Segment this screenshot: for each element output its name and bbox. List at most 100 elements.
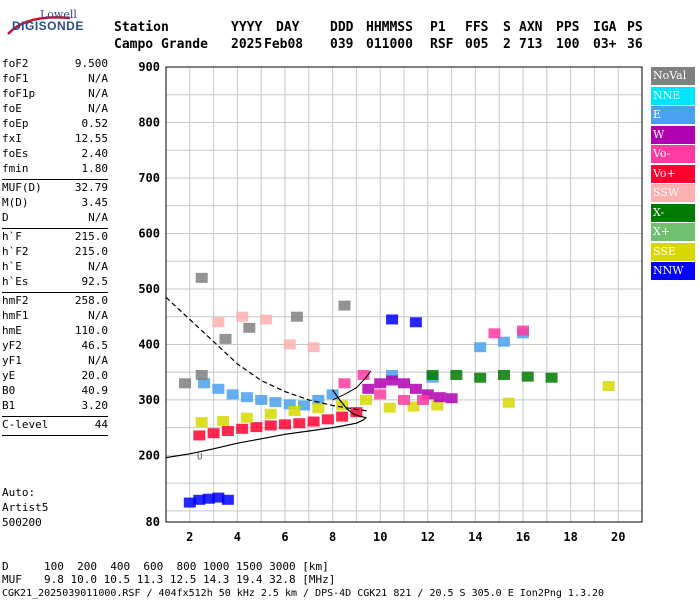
footer-muf-row: MUF 9.8 10.0 10.5 11.3 12.5 14.3 19.4 32.… — [2, 573, 335, 586]
logo-swoosh-icon — [7, 16, 71, 35]
x-tick-label: 10 — [373, 530, 387, 544]
param-label: h`Es — [2, 275, 29, 288]
param-label: yF2 — [2, 339, 22, 352]
param-value: N/A — [88, 72, 108, 85]
param-label: MUF(D) — [2, 181, 42, 194]
param-label: yF1 — [2, 354, 22, 367]
header-label: DAY — [276, 20, 300, 35]
echo-point — [338, 378, 351, 389]
echo-point — [195, 369, 208, 380]
param-value: 110.0 — [74, 324, 108, 337]
header-value: 2 — [503, 37, 511, 52]
header-value: RSF — [430, 37, 454, 52]
param-row: yE 20.0 — [2, 368, 108, 383]
echo-point — [236, 311, 249, 322]
x-tick-label: 8 — [329, 530, 336, 544]
legend-entry: E — [651, 106, 695, 124]
y-tick-label: 500 — [138, 282, 160, 296]
echo-point — [283, 339, 296, 350]
echo-point — [312, 394, 325, 405]
profile-curves — [165, 296, 372, 459]
x-tick-label: 2 — [186, 530, 193, 544]
y-tick-label: 80 — [146, 515, 160, 529]
y-tick-label: 400 — [138, 337, 160, 351]
y-tick-label: 300 — [138, 393, 160, 407]
echo-point — [212, 383, 225, 394]
footer-distance-row: D 100 200 400 600 800 1000 1500 3000 [km] — [2, 560, 329, 573]
x-tick-label: 14 — [468, 530, 482, 544]
echo-point — [445, 393, 458, 404]
echo-point — [195, 272, 208, 283]
x-tick-label: 6 — [281, 530, 288, 544]
echo-point — [264, 420, 277, 431]
param-row: MUF(D) 32.79 — [2, 179, 108, 195]
param-row: foEs 2.40 — [2, 146, 108, 161]
header-value: Feb08 — [264, 37, 304, 52]
echo-point — [264, 408, 277, 419]
header-label: P1 — [430, 20, 446, 35]
legend-entry: X+ — [651, 223, 695, 241]
x-tick-label: 18 — [563, 530, 577, 544]
param-row: hmF1 N/A — [2, 308, 108, 323]
legend-entry: NNE — [651, 86, 695, 105]
echo-point — [497, 369, 510, 380]
chart-annotation: U — [197, 452, 202, 462]
echo-point — [290, 311, 303, 322]
param-label: hmF1 — [2, 309, 29, 322]
param-value: 215.0 — [74, 245, 108, 258]
header-value: 713 — [519, 37, 543, 52]
header-label: IGA — [593, 20, 617, 35]
header-label: HHMMSS — [366, 20, 413, 35]
y-axis-ticks: 80 200 300 400 500 600 700 800 900 — [138, 60, 160, 529]
echo-point — [269, 397, 282, 408]
param-row: hmE 110.0 — [2, 323, 108, 338]
param-row: D N/A — [2, 210, 108, 225]
legend-entry: NoVal — [651, 67, 695, 85]
echo-point — [421, 389, 434, 400]
echo-point — [243, 322, 256, 333]
echo-point — [336, 411, 349, 422]
param-row: h`E N/A — [2, 259, 108, 274]
echo-point — [417, 394, 430, 405]
echo-point — [398, 378, 410, 389]
param-label: hmE — [2, 324, 22, 337]
param-value: N/A — [88, 354, 108, 367]
param-row: foF1 N/A — [2, 71, 108, 86]
echo-point — [217, 416, 230, 427]
plot-frame — [165, 66, 643, 523]
echo-point — [212, 317, 225, 328]
echo-point — [326, 389, 339, 400]
echo-point — [362, 383, 375, 394]
header-label: PPS — [556, 20, 580, 35]
param-value: 215.0 — [74, 230, 108, 243]
echo-point — [279, 419, 291, 430]
param-row: hmF2 258.0 — [2, 292, 108, 308]
echo-point — [409, 317, 422, 328]
header-value: 100 — [556, 37, 580, 52]
echo-point — [193, 430, 206, 441]
y-tick-label: 600 — [138, 226, 160, 240]
echo-point — [431, 400, 444, 411]
echo-point — [488, 328, 501, 339]
echo-point — [426, 369, 439, 380]
param-row: foE N/A — [2, 101, 108, 116]
echo-point — [357, 369, 370, 380]
echo-point — [517, 325, 529, 336]
logo-line-digisonde: DIGISONDE — [12, 19, 84, 33]
x-tick-label: 16 — [516, 530, 530, 544]
auto-label: Auto: — [2, 486, 36, 499]
param-value: 3.20 — [81, 399, 109, 412]
echo-point — [307, 416, 320, 427]
echo-point — [307, 342, 320, 353]
echo-point — [497, 336, 510, 347]
param-value: N/A — [88, 309, 108, 322]
header-label: S — [503, 20, 511, 35]
param-row: foEp 0.52 — [2, 116, 108, 131]
echo-point — [386, 369, 399, 380]
param-row: foF2 9.500 — [2, 56, 108, 71]
param-label: B0 — [2, 384, 16, 397]
param-row: M(D) 3.45 — [2, 195, 108, 210]
echo-point — [212, 492, 225, 503]
echo-point — [255, 394, 268, 405]
echo-point — [386, 314, 399, 325]
